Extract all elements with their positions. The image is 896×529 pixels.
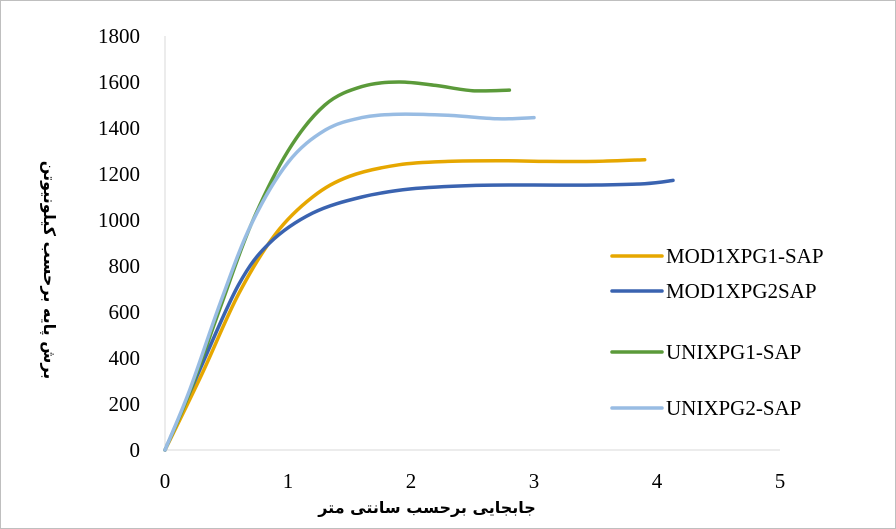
x-axis-title: جابجایی برحسب سانتی متر [317,498,536,517]
legend: MOD1XPG1-SAP MOD1XPG2SAP UNIXPG1-SAP UNIXPG… [610,244,824,420]
y-tick-label: 1200 [98,162,140,186]
y-axis-title: برش پایه برحسب کیلونیوتن [39,161,59,380]
y-tick-label: 1800 [98,24,140,48]
x-tick-labels: 0 1 2 3 4 5 [160,469,786,493]
y-tick-label: 0 [130,438,141,462]
series-line-unixpg1-sap [163,80,512,452]
y-tick-label: 400 [109,346,141,370]
y-tick-label: 600 [109,300,141,324]
x-tick-label: 5 [775,469,786,493]
x-tick-label: 2 [406,469,417,493]
y-tick-label: 1400 [98,116,140,140]
x-tick-label: 0 [160,469,171,493]
y-tick-labels: 0 200 400 600 800 1000 1200 1400 1600 1800 [98,24,140,462]
legend-label: MOD1XPG1-SAP [666,244,824,268]
series-line-mod1xpg1-sap [163,157,647,452]
y-tick-label: 1000 [98,208,140,232]
legend-label: UNIXPG1-SAP [666,340,801,364]
x-tick-label: 1 [283,469,294,493]
y-tick-label: 800 [109,254,141,278]
legend-label: UNIXPG2-SAP [666,396,801,420]
legend-label: MOD1XPG2SAP [666,279,817,303]
series-line-mod1xpg2sap [163,178,675,452]
x-tick-label: 3 [529,469,540,493]
series-lines [163,80,675,452]
y-tick-label: 200 [109,392,141,416]
series-line-unixpg2-sap [163,112,536,452]
axes [164,36,780,451]
x-tick-label: 4 [652,469,663,493]
y-tick-label: 1600 [98,70,140,94]
